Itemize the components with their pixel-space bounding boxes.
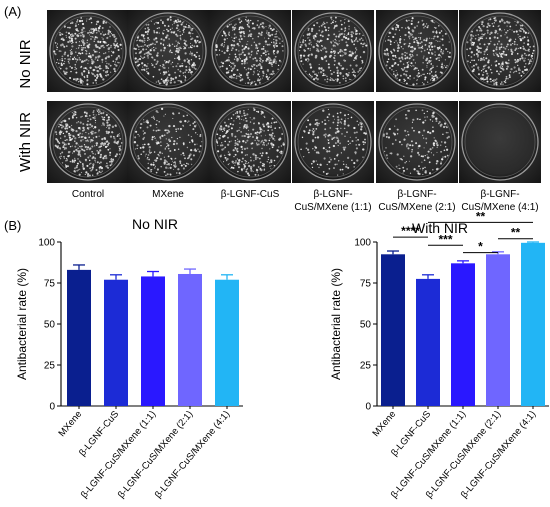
bar — [178, 273, 202, 406]
petri-dish-grid — [47, 10, 541, 183]
bar — [381, 254, 405, 406]
petri-dish — [376, 10, 458, 92]
column-label: CuS/MXene (2:1) — [378, 202, 455, 213]
x-tick-label: MXene — [57, 409, 85, 439]
significance-stars: ** — [511, 226, 521, 240]
chart-with-nir: With NIR Antibacterial rate (%) 0 25 50 75 100… — [329, 209, 549, 501]
petri-dish — [127, 10, 209, 92]
y-tick-label: 0 — [365, 402, 371, 413]
y-axis-label: Antibacterial rate (%) — [329, 268, 343, 380]
y-tick-label: 75 — [360, 279, 372, 290]
row-label-no-nir: No NIR — [17, 39, 34, 88]
column-label: Control — [72, 189, 104, 200]
chart-no-nir: No NIR Antibacterial rate (%) 0 25 50 75 100 MX… — [15, 216, 243, 501]
petri-dish — [209, 101, 291, 183]
petri-dish — [47, 10, 129, 92]
petri-dish — [292, 10, 374, 92]
significance-stars: *** — [438, 232, 452, 246]
significance-stars: * — [478, 240, 483, 254]
y-tick-label: 25 — [360, 361, 372, 372]
bar — [416, 278, 440, 406]
bar — [451, 263, 475, 406]
y-tick-label: 50 — [360, 320, 372, 331]
y-tick-label: 25 — [44, 361, 56, 372]
bar — [521, 242, 545, 406]
petri-dish — [209, 10, 291, 92]
column-label: β-LGNF- — [480, 189, 519, 200]
x-tick-label: β-LGNF-CuS/MXene (4:1) — [459, 409, 538, 501]
chart-title: With NIR — [412, 220, 468, 236]
y-tick-label: 75 — [44, 279, 56, 290]
petri-dish — [459, 10, 541, 92]
significance-stars: ** — [476, 209, 486, 223]
petri-dish — [459, 101, 541, 183]
petri-dish — [376, 101, 458, 183]
column-label: CuS/MXene (1:1) — [294, 202, 371, 213]
y-tick-label: 0 — [49, 402, 55, 413]
chart-title: No NIR — [132, 216, 178, 232]
x-tick-label: MXene — [371, 409, 399, 439]
y-axis-label: Antibacterial rate (%) — [15, 268, 29, 380]
y-tick-label: 100 — [354, 238, 371, 249]
bar — [215, 279, 239, 406]
column-label: MXene — [152, 189, 184, 200]
row-label-with-nir: With NIR — [17, 112, 34, 172]
y-tick-label: 100 — [38, 238, 55, 249]
significance-stars: **** — [401, 224, 420, 238]
bar — [486, 254, 510, 406]
x-tick-label: β-LGNF-CuS/MXene (4:1) — [153, 409, 232, 501]
column-label: β-LGNF- — [313, 189, 352, 200]
x-tick-label: β-LGNF-CuS/MXene (2:1) — [116, 409, 195, 501]
x-tick-label: β-LGNF-CuS/MXene (1:1) — [79, 409, 158, 501]
panel-a-label: (A) — [4, 4, 21, 19]
petri-dish — [47, 101, 129, 183]
bar — [141, 276, 165, 406]
petri-dish — [127, 101, 209, 183]
column-label: β-LGNF- — [397, 189, 436, 200]
bar — [67, 269, 91, 406]
panel-b-label: (B) — [4, 218, 21, 233]
column-labels: Control MXene β-LGNF-CuS β-LGNF- CuS/MXene (… — [72, 189, 539, 213]
y-tick-label: 50 — [44, 320, 56, 331]
bar — [104, 279, 128, 406]
column-label: CuS/MXene (4:1) — [461, 202, 538, 213]
petri-dish — [292, 101, 374, 183]
column-label: β-LGNF-CuS — [221, 189, 280, 200]
